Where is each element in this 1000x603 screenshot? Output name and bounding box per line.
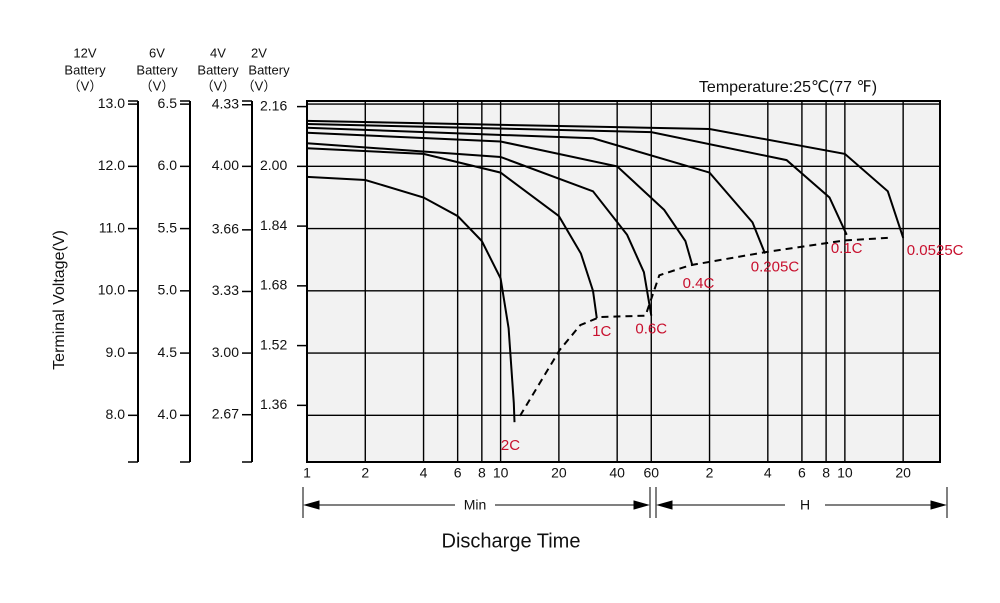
- y-tick-label: 9.0: [106, 344, 126, 360]
- y-tick-label: 1.84: [260, 217, 287, 233]
- scale-name: 4V: [210, 45, 226, 60]
- y-tick-label: 1.52: [260, 336, 287, 352]
- x-tick-label: 10: [493, 465, 509, 481]
- x-tick-label: 4: [420, 465, 428, 481]
- discharge-curve: [306, 131, 694, 267]
- x-tick-label: 8: [478, 465, 486, 481]
- x-tick-label: 20: [895, 465, 911, 481]
- scale-subtitle: Battery: [64, 62, 106, 77]
- scale-unit: （V）: [242, 78, 277, 93]
- scale-unit: （V）: [68, 78, 103, 93]
- discharge-curve: [306, 123, 848, 236]
- y-tick-label: 8.0: [106, 406, 126, 422]
- y-tick-label: 6.5: [158, 95, 178, 111]
- x-tick-label: 8: [822, 465, 830, 481]
- scale-unit: （V）: [201, 78, 236, 93]
- scale-name: 6V: [149, 45, 165, 60]
- y-tick-label: 10.0: [98, 282, 125, 298]
- rate-label: 1C: [592, 323, 611, 340]
- range-label: Min: [464, 497, 487, 513]
- chart-title: Temperature:25℃(77 ℉): [699, 79, 877, 96]
- scale-subtitle: Battery: [248, 62, 290, 77]
- y-tick-label: 3.00: [212, 344, 239, 360]
- y-tick-label: 4.33: [212, 95, 239, 111]
- discharge-curve: [306, 119, 905, 239]
- y-tick-label: 4.5: [158, 344, 178, 360]
- x-tick-label: 2: [361, 465, 369, 481]
- scale-name: 12V: [73, 45, 96, 60]
- x-tick-label: 40: [609, 465, 625, 481]
- scale-subtitle: Battery: [136, 62, 178, 77]
- scale-subtitle: Battery: [197, 62, 239, 77]
- end-voltage-line: [519, 236, 888, 417]
- rate-label: 0.1C: [831, 240, 863, 257]
- rate-label: 0.4C: [683, 275, 715, 292]
- x-tick-label: 6: [454, 465, 462, 481]
- y-tick-label: 11.0: [99, 219, 125, 235]
- discharge-curve: [306, 147, 598, 319]
- y-tick-label: 2.00: [260, 157, 287, 173]
- y-axis-label: Terminal Voltage(V): [51, 230, 68, 370]
- y-tick-label: 12.0: [98, 157, 125, 173]
- x-tick-label: 20: [551, 465, 567, 481]
- x-tick-label: 2: [706, 465, 714, 481]
- x-tick-label: 60: [643, 465, 659, 481]
- rate-label: 0.0525C: [907, 242, 964, 259]
- y-tick-label: 1.68: [260, 277, 287, 293]
- discharge-curve: [306, 142, 653, 316]
- plot-frame: [306, 100, 941, 463]
- x-axis-label: Discharge Time: [442, 530, 581, 552]
- y-tick-label: 2.16: [260, 97, 287, 113]
- discharge-curve: [306, 175, 516, 423]
- discharge-curve: [306, 126, 766, 254]
- y-tick-label: 1.36: [260, 396, 287, 412]
- y-tick-label: 13.0: [98, 95, 125, 111]
- x-tick-label: 10: [837, 465, 853, 481]
- plot-area: [307, 101, 940, 462]
- rate-label: 2C: [501, 437, 520, 454]
- y-tick-label: 5.0: [158, 282, 178, 298]
- y-tick-label: 6.0: [158, 157, 178, 173]
- scale-unit: （V）: [140, 78, 175, 93]
- range-arrows: [302, 487, 948, 518]
- y-tick-label: 4.00: [212, 157, 239, 173]
- x-tick-label: 6: [798, 465, 806, 481]
- x-tick-label: 4: [764, 465, 772, 481]
- range-label: H: [800, 497, 810, 513]
- x-tick-label: 1: [303, 465, 311, 481]
- y-tick-label: 3.66: [212, 221, 239, 237]
- rate-label: 0.6C: [635, 321, 667, 338]
- rate-label: 0.205C: [751, 258, 800, 275]
- scale-name: 2V: [251, 45, 267, 60]
- y-tick-label: 2.67: [212, 405, 239, 421]
- y-tick-label: 5.5: [158, 219, 178, 235]
- y-tick-label: 3.33: [212, 282, 239, 298]
- y-tick-label: 4.0: [158, 406, 178, 422]
